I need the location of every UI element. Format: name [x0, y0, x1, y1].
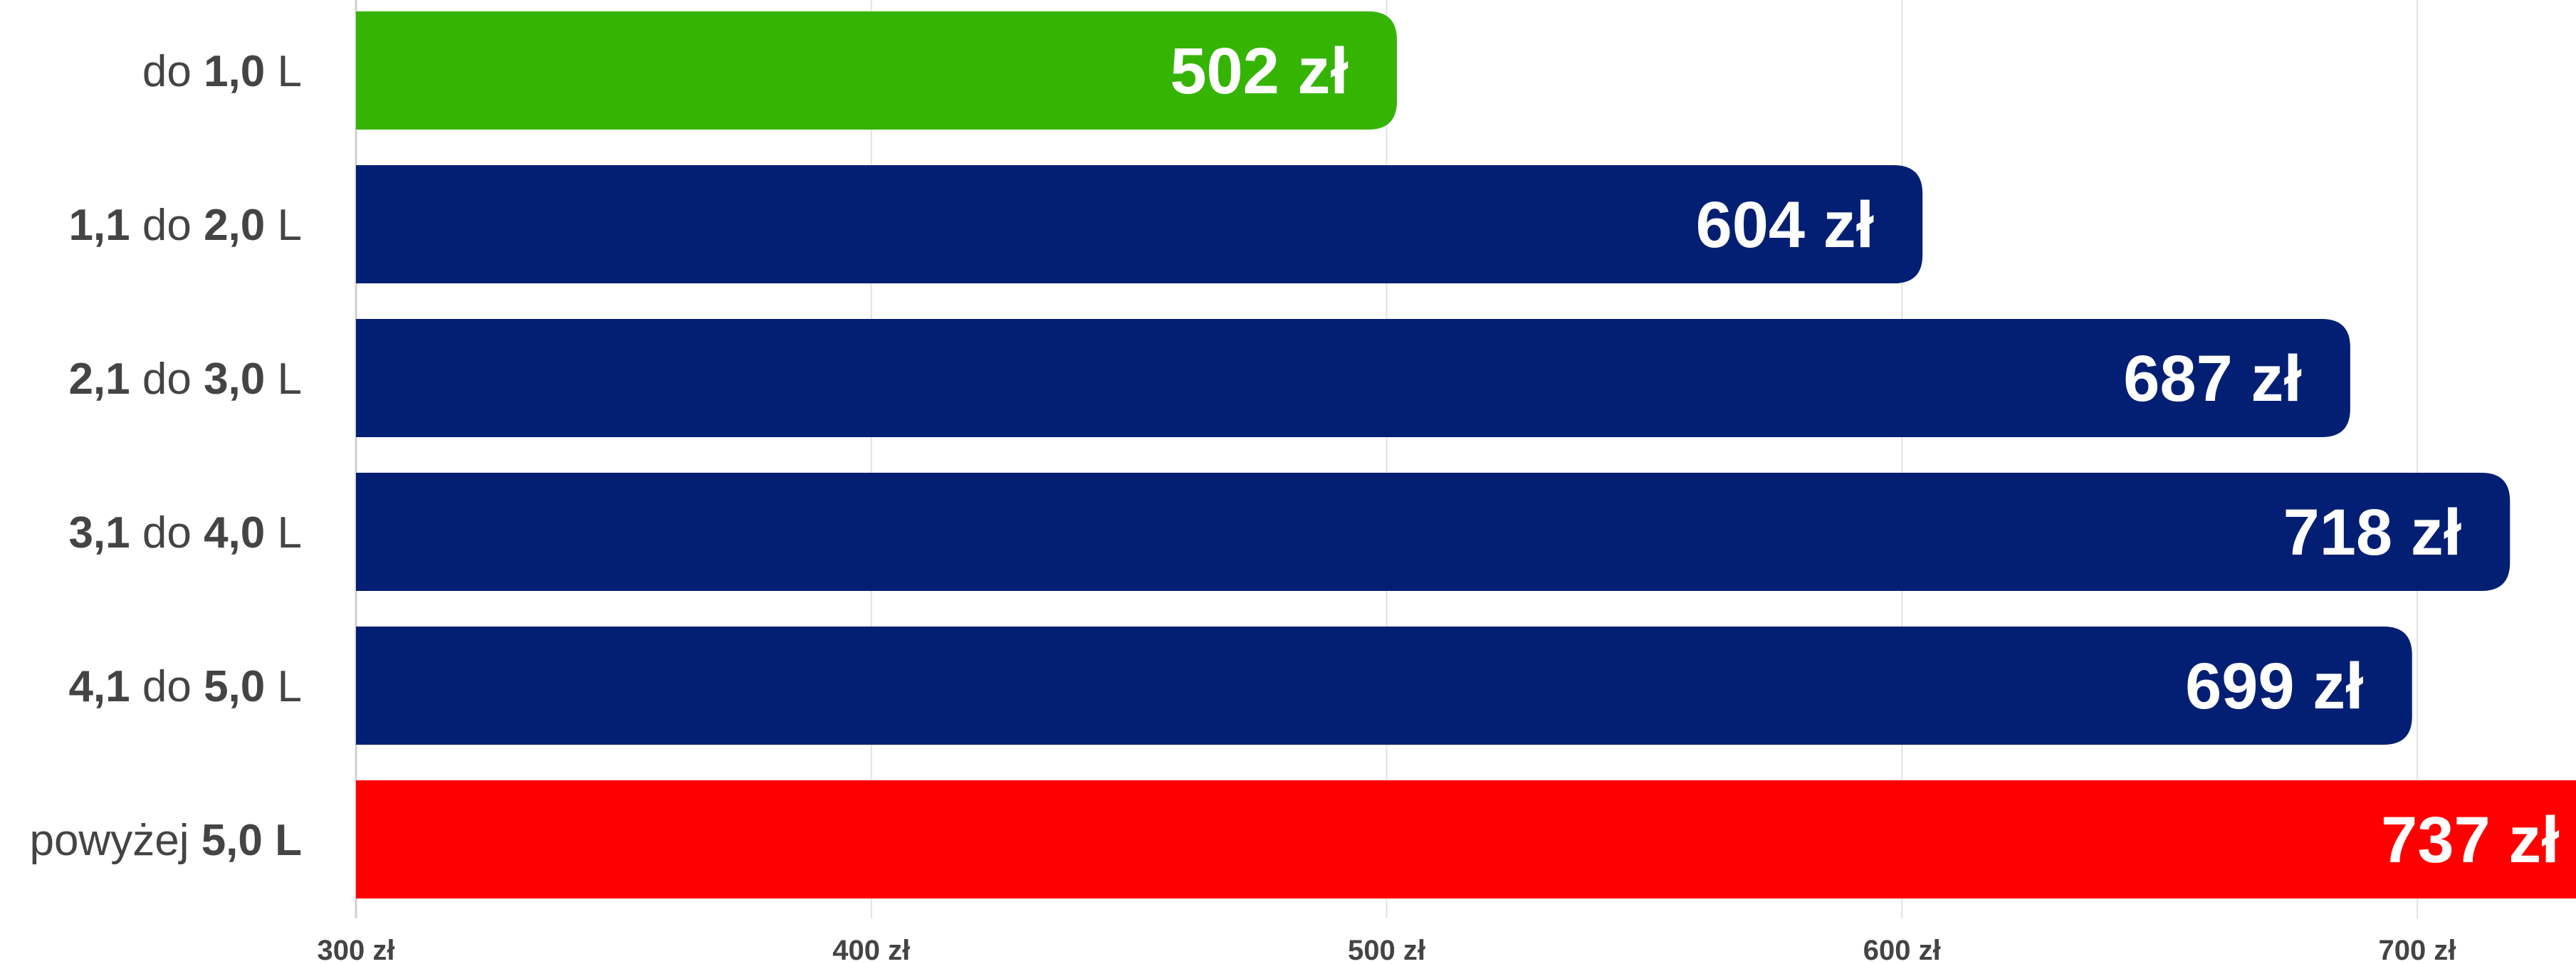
category-label: do 1,0 L: [142, 47, 302, 96]
data-label: 718 zł: [2283, 496, 2462, 569]
bars: 502 zł 604 zł 687 zł 718 zł 699 zł 737 zł: [356, 11, 2576, 898]
category-label: 4,1 do 5,0 L: [68, 662, 302, 711]
x-axis-ticks: 300 zł 400 zł 500 zł 600 zł 700 zł: [318, 935, 2456, 964]
category-label-part: 5,0: [204, 662, 265, 711]
bar: [356, 165, 1923, 283]
category-label-part: 1,1: [68, 201, 130, 250]
x-tick-label: 700 zł: [2379, 935, 2456, 964]
category-label-part: 2,0: [204, 201, 265, 250]
data-label: 687 zł: [2123, 342, 2302, 415]
bar: [356, 319, 2350, 437]
category-label: 1,1 do 2,0 L: [68, 201, 302, 250]
category-label-part: L: [265, 508, 302, 557]
category-label: powyżej 5,0 L: [29, 816, 302, 865]
category-label-part: do: [130, 662, 204, 711]
bar: [356, 11, 1397, 130]
category-label-part: L: [265, 662, 302, 711]
category-label-part: 4,0: [204, 508, 265, 557]
bar: [356, 780, 2576, 898]
x-tick-label: 400 zł: [832, 935, 910, 964]
category-label-part: do: [130, 201, 204, 250]
category-label-part: 3,1: [68, 508, 130, 557]
category-label-part: 3,0: [204, 355, 265, 404]
bar: [356, 473, 2510, 591]
category-label: 3,1 do 4,0 L: [68, 508, 302, 557]
category-label: 2,1 do 3,0 L: [68, 355, 302, 404]
data-label: 502 zł: [1170, 35, 1349, 108]
category-label-part: L: [265, 355, 302, 404]
data-label: 699 zł: [2185, 650, 2364, 723]
gridlines: [355, 0, 2418, 918]
category-label-part: L: [265, 47, 302, 96]
category-label-part: 4,1: [68, 662, 130, 711]
bar: [356, 627, 2412, 745]
data-label: 737 zł: [2381, 804, 2560, 876]
category-label-part: 5,0 L: [201, 816, 302, 865]
category-label-part: L: [265, 201, 302, 250]
x-tick-label: 600 zł: [1863, 935, 1941, 964]
category-label-part: powyżej: [29, 816, 201, 865]
category-label-part: do: [130, 355, 204, 404]
data-label: 604 zł: [1696, 189, 1875, 261]
category-label-part: do: [130, 508, 204, 557]
category-label-part: 2,1: [68, 355, 130, 404]
category-label-part: do: [142, 47, 204, 96]
x-tick-label: 500 zł: [1348, 935, 1425, 964]
category-labels: do 1,0 L1,1 do 2,0 L2,1 do 3,0 L3,1 do 4…: [29, 47, 302, 865]
x-tick-label: 300 zł: [318, 935, 395, 964]
category-label-part: 1,0: [204, 47, 265, 96]
